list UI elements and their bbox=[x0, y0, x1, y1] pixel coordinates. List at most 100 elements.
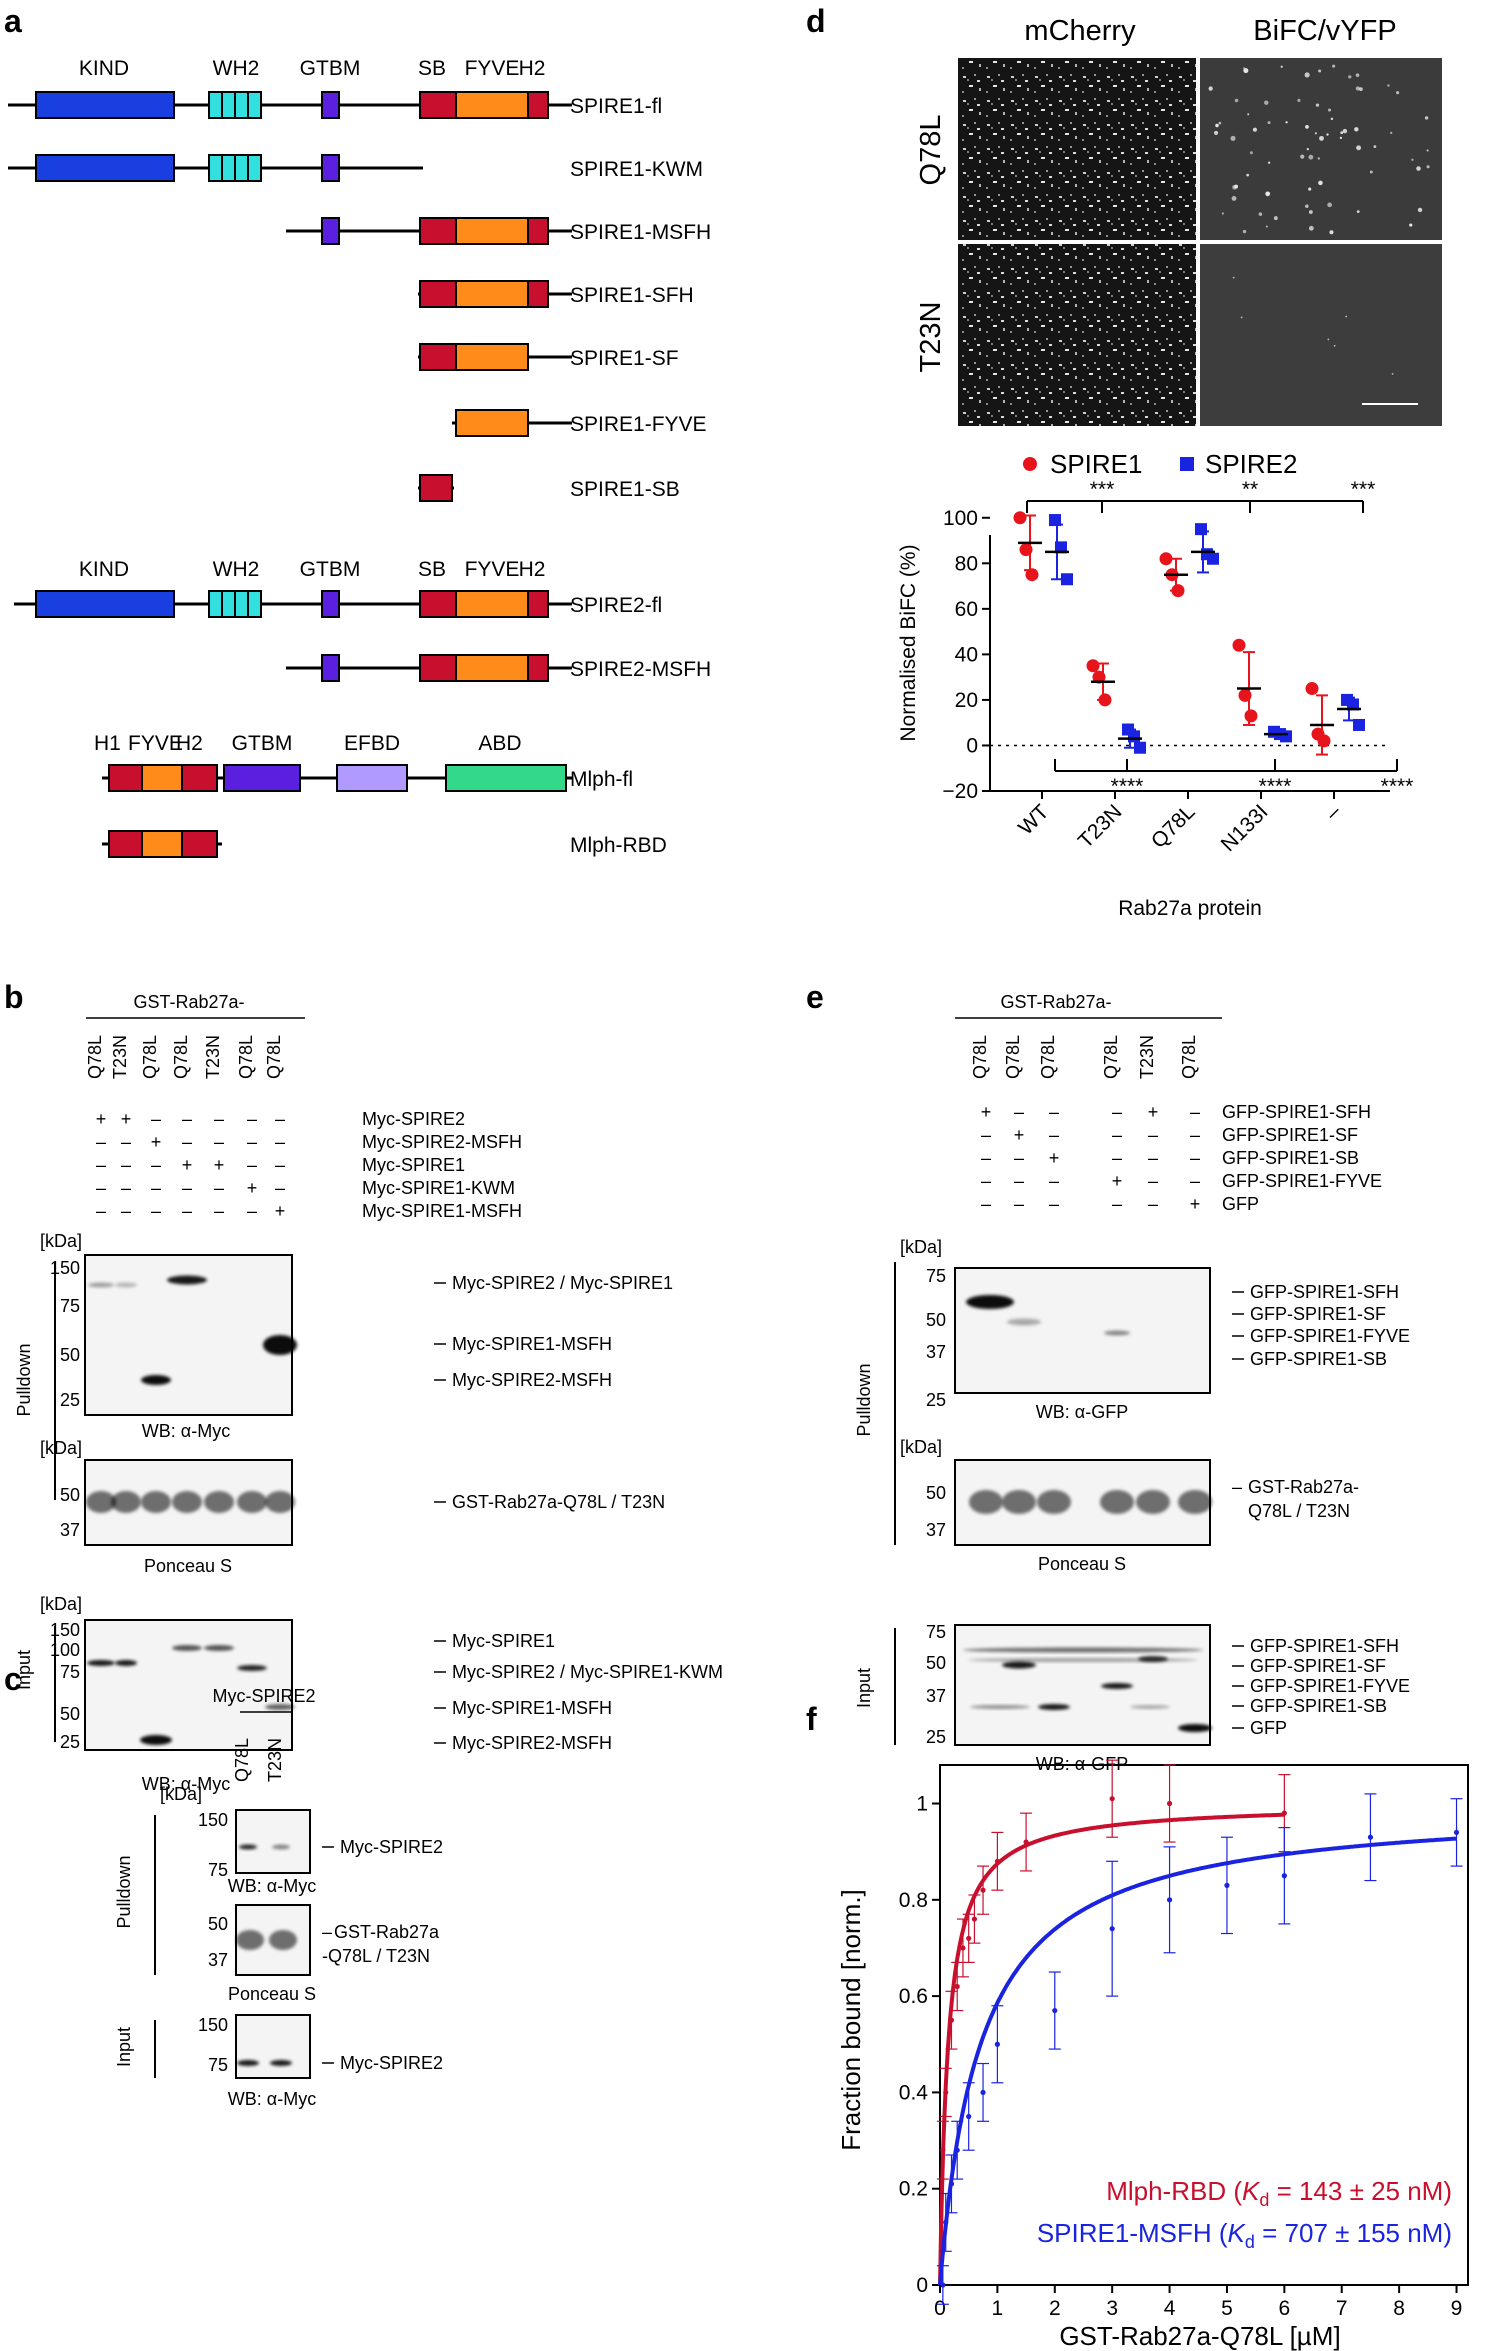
y-tick-label: 60 bbox=[955, 598, 978, 621]
wh2-domain bbox=[234, 91, 249, 119]
bifc-spot bbox=[1213, 130, 1219, 135]
data-point-SPIRE1 bbox=[1171, 584, 1185, 598]
fyve-domain bbox=[455, 343, 529, 371]
mw-marker: 75 bbox=[208, 2055, 228, 2075]
blot-caption: WB: α-GFP bbox=[1036, 1402, 1128, 1422]
data-point-SPIRE2 bbox=[1207, 552, 1219, 565]
treatment-sign: – bbox=[151, 1155, 161, 1175]
micrograph-mcherry-q78l bbox=[958, 58, 1196, 240]
mw-marker: 37 bbox=[60, 1520, 80, 1540]
y-tick-label: 1 bbox=[916, 1793, 928, 1816]
bifc-spot bbox=[1308, 225, 1314, 231]
data-point-SPIRE1 bbox=[1092, 670, 1106, 684]
domain-label-fyve: FYVE bbox=[128, 732, 183, 755]
bifc-spot bbox=[1218, 121, 1222, 125]
treatment-label: Myc-SPIRE2-MSFH bbox=[362, 1132, 522, 1152]
y-axis-title-d: Normalised BiFC (%) bbox=[897, 544, 920, 741]
column-label-mcherry: mCherry bbox=[1024, 15, 1136, 47]
sb-domain bbox=[419, 590, 457, 618]
data-point-SPIRE1 bbox=[1025, 568, 1039, 582]
band-label: Q78L / T23N bbox=[1248, 1501, 1350, 1521]
domain-label-efbd: EFBD bbox=[344, 732, 400, 755]
bifc-spot bbox=[1264, 100, 1269, 105]
micrograph-mcherry-t23n bbox=[958, 244, 1196, 426]
treatment-sign: – bbox=[121, 1201, 131, 1221]
bifc-spot bbox=[1265, 225, 1268, 228]
treatment-sign: – bbox=[1014, 1148, 1024, 1168]
kda-label: [kDa] bbox=[900, 1237, 942, 1257]
blot-c-1 bbox=[235, 1809, 311, 1874]
bifc-spot bbox=[1267, 161, 1271, 164]
y-tick-label: 40 bbox=[955, 643, 978, 666]
kind-domain bbox=[35, 154, 175, 182]
domain-label-h2: H2 bbox=[519, 57, 546, 80]
data-point-SPIRE1-MSFH bbox=[1224, 1882, 1230, 1888]
abd-domain bbox=[445, 764, 567, 792]
domain-label-gtbm: GTBM bbox=[300, 57, 361, 80]
treatment-sign: – bbox=[1014, 1194, 1024, 1214]
fyve-domain bbox=[455, 654, 529, 682]
data-point-SPIRE1 bbox=[1019, 543, 1033, 557]
treatment-sign: – bbox=[1190, 1102, 1200, 1122]
wh2-domain bbox=[234, 590, 249, 618]
legend-sub: d bbox=[1245, 2232, 1255, 2252]
micrograph-bifc-t23n bbox=[1200, 244, 1442, 426]
treatment-label: Myc-SPIRE1-MSFH bbox=[362, 1201, 522, 1221]
treatment-label: GFP-SPIRE1-SF bbox=[1222, 1125, 1358, 1145]
ponceau-band bbox=[265, 1491, 295, 1513]
blot-band bbox=[87, 1660, 115, 1666]
bifc-spot bbox=[1300, 154, 1305, 159]
mw-marker: 25 bbox=[926, 1390, 946, 1410]
band-label: GFP-SPIRE1-SB bbox=[1250, 1349, 1387, 1369]
treatment-sign: – bbox=[1112, 1102, 1122, 1122]
data-point-SPIRE1-MSFH bbox=[980, 2089, 986, 2096]
data-point-SPIRE1-MSFH bbox=[943, 2219, 949, 2226]
bifc-spot bbox=[1424, 116, 1429, 120]
bifc-spot bbox=[1308, 154, 1314, 160]
lane-label-2: Q78L bbox=[1038, 1035, 1058, 1079]
bifc-spot bbox=[1317, 157, 1320, 160]
wh2-domain bbox=[208, 154, 223, 182]
ponceau-band bbox=[1002, 1490, 1036, 1514]
bifc-spot bbox=[1315, 103, 1320, 107]
bifc-spot bbox=[1330, 117, 1334, 121]
blot-band bbox=[239, 1844, 257, 1850]
panel-label-a: a bbox=[4, 3, 22, 39]
bifc-spot bbox=[1340, 131, 1344, 135]
sig-mark: ** bbox=[1242, 478, 1258, 501]
bifc-spot bbox=[1297, 98, 1301, 103]
treatment-sign: – bbox=[275, 1132, 285, 1152]
blot-band bbox=[1007, 1318, 1041, 1326]
y-tick-label: 0.6 bbox=[899, 1985, 928, 2008]
panel-label-e: e bbox=[806, 979, 824, 1015]
blot-band bbox=[237, 2060, 259, 2066]
blot-b-3 bbox=[84, 1619, 293, 1751]
bifc-spot bbox=[1411, 158, 1414, 161]
band-label: Myc-SPIRE1-MSFH bbox=[452, 1334, 612, 1354]
y-tick-label: 80 bbox=[955, 552, 978, 575]
bifc-spot bbox=[1232, 276, 1235, 279]
blot-band bbox=[167, 1275, 207, 1285]
panel-label-f: f bbox=[806, 1701, 817, 1737]
blot-e-3 bbox=[954, 1624, 1211, 1746]
sig-mark: *** bbox=[1351, 478, 1376, 501]
treatment-sign: – bbox=[247, 1109, 257, 1129]
ponceau-band bbox=[86, 1491, 116, 1513]
bifc-spot bbox=[1249, 151, 1253, 155]
data-point-SPIRE1-MSFH bbox=[1166, 1897, 1173, 1903]
lane-label-1: T23N bbox=[110, 1035, 130, 1079]
row-label-q78l: Q78L bbox=[915, 115, 947, 186]
data-point-Mlph-RBD bbox=[1281, 1810, 1287, 1816]
treatment-sign: + bbox=[214, 1155, 225, 1175]
treatment-sign: – bbox=[1049, 1102, 1059, 1122]
treatment-sign: – bbox=[1148, 1125, 1158, 1145]
h2-domain bbox=[527, 654, 549, 682]
treatment-sign: – bbox=[182, 1132, 192, 1152]
data-point-Mlph-RBD bbox=[1023, 1839, 1029, 1845]
mw-marker: 75 bbox=[60, 1662, 80, 1682]
blot-band bbox=[1038, 1704, 1070, 1710]
band-pointer: – bbox=[322, 1922, 332, 1942]
kda-label: [kDa] bbox=[160, 1784, 202, 1804]
kind-domain bbox=[35, 590, 175, 618]
data-point-Mlph-RBD bbox=[1166, 1800, 1173, 1807]
